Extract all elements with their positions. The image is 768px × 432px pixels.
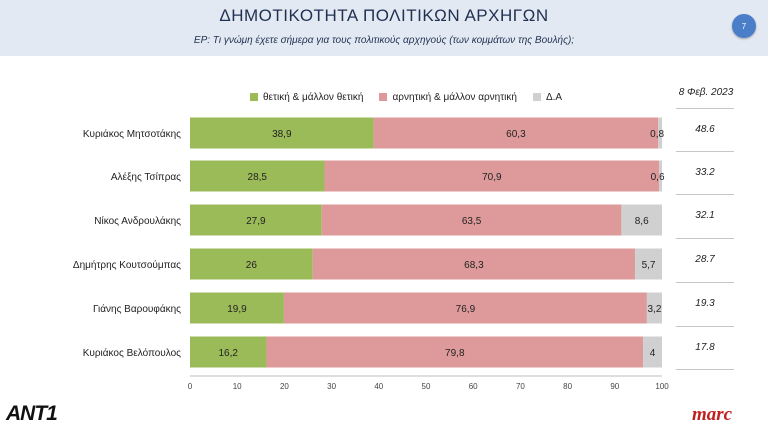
data-label-negative: 68,3 [464, 260, 484, 271]
side-divider [676, 238, 734, 239]
ant1-logo: ANT1 [6, 402, 58, 425]
data-label-positive: 28,5 [248, 172, 268, 183]
x-tick-label: 20 [280, 382, 289, 391]
bar-negative [266, 336, 644, 368]
bar-dk [643, 336, 662, 368]
data-label-negative: 60,3 [506, 129, 526, 140]
bar-positive [190, 336, 267, 368]
category-label: Αλέξης Τσίπρας [111, 171, 181, 183]
legend-swatch-dk [532, 93, 541, 101]
legend-label-positive: θετική & μάλλον θετική [263, 91, 364, 103]
x-tick-label: 50 [422, 382, 431, 391]
side-value: 17.8 [695, 342, 715, 353]
survey-date: 8 Φεβ. 2023 [678, 87, 734, 98]
x-tick-label: 60 [469, 382, 478, 391]
data-label-dk: 5,7 [642, 260, 656, 271]
side-value-panel: 48.6 33.2 32.1 28.7 19.3 17.8 [676, 108, 734, 370]
data-label-negative: 63,5 [462, 216, 482, 227]
x-tick-label: 40 [374, 382, 383, 391]
side-value: 48.6 [695, 124, 715, 135]
category-label: Κυριάκος Βελόπουλος [83, 347, 181, 359]
legend-swatch-negative [379, 93, 388, 101]
data-label-negative: 76,9 [456, 304, 476, 315]
side-divider [676, 108, 734, 109]
bar-dk [621, 204, 662, 236]
bar-dk [646, 292, 662, 324]
bar-positive [190, 292, 284, 324]
legend-label-negative: αρνητική & μάλλον αρνητική [392, 91, 517, 103]
side-divider [676, 369, 734, 370]
data-label-negative: 70,9 [482, 172, 502, 183]
bar-negative [324, 160, 660, 192]
bar-positive [190, 117, 374, 149]
data-label-positive: 16,2 [218, 348, 238, 359]
legend-swatch-positive [250, 93, 258, 101]
side-value: 28.7 [695, 254, 715, 265]
category-label: Γιάνης Βαρουφάκης [93, 303, 181, 315]
legend-label-dk: Δ.Α [545, 91, 563, 103]
data-label-dk: 3,2 [647, 304, 661, 315]
bar-positive [190, 204, 322, 236]
side-value: 33.2 [695, 167, 715, 178]
side-divider [676, 194, 734, 195]
data-label-positive: 27,9 [246, 216, 266, 227]
page-title: ΔΗΜΟΤΙΚΟΤΗΤΑ ΠΟΛΙΤΙΚΩΝ ΑΡΧΗΓΩΝ [219, 6, 549, 25]
legend-item-dk: Δ.Α [532, 91, 563, 103]
bar-dk [658, 117, 662, 149]
x-tick-label: 10 [233, 382, 242, 391]
data-label-dk: 8,6 [635, 216, 649, 227]
x-tick-label: 30 [327, 382, 336, 391]
x-tick-label: 0 [188, 382, 193, 391]
bar-positive [190, 248, 313, 280]
data-label-negative: 79,8 [445, 348, 465, 359]
legend-item-negative: αρνητική & μάλλον αρνητική [379, 92, 517, 103]
data-label-dk: 0,8 [650, 129, 664, 140]
category-label: Δημήτρης Κουτσούμπας [73, 259, 181, 271]
x-tick-label: 70 [516, 382, 525, 391]
data-label-dk: 0,6 [651, 172, 665, 183]
page-subtitle: ΕΡ: Τι γνώμη έχετε σήμερα για τους πολιτ… [193, 35, 575, 46]
side-divider [676, 282, 734, 283]
page-number-badge: 7 [732, 14, 756, 38]
marc-logo: marc [692, 404, 733, 425]
data-label-positive: 19,9 [227, 304, 247, 315]
side-value: 19.3 [695, 298, 715, 309]
data-label-positive: 26 [246, 260, 258, 271]
bar-positive [190, 160, 325, 192]
side-divider [676, 326, 734, 327]
data-label-dk: 4 [650, 348, 656, 359]
legend-item-positive: θετική & μάλλον θετική [250, 92, 363, 103]
bar-negative [283, 292, 647, 324]
header-banner: ΔΗΜΟΤΙΚΟΤΗΤΑ ΠΟΛΙΤΙΚΩΝ ΑΡΧΗΓΩΝ ΕΡ: Τι γν… [0, 0, 768, 56]
category-label: Νίκος Ανδρουλάκης [94, 215, 181, 227]
x-tick-label: 80 [563, 382, 572, 391]
bar-dk [659, 160, 662, 192]
side-value: 32.1 [695, 210, 715, 221]
bar-dk [635, 248, 662, 280]
category-label: Κυριάκος Μητσοτάκης [83, 128, 181, 140]
bar-negative [321, 204, 622, 236]
x-tick-label: 100 [655, 382, 669, 391]
data-label-positive: 38,9 [272, 129, 292, 140]
bar-negative [312, 248, 636, 280]
chart-legend: θετική & μάλλον θετική αρνητική & μάλλον… [250, 90, 578, 104]
side-divider [676, 151, 734, 152]
bar-negative [373, 117, 659, 149]
x-tick-label: 90 [610, 382, 619, 391]
